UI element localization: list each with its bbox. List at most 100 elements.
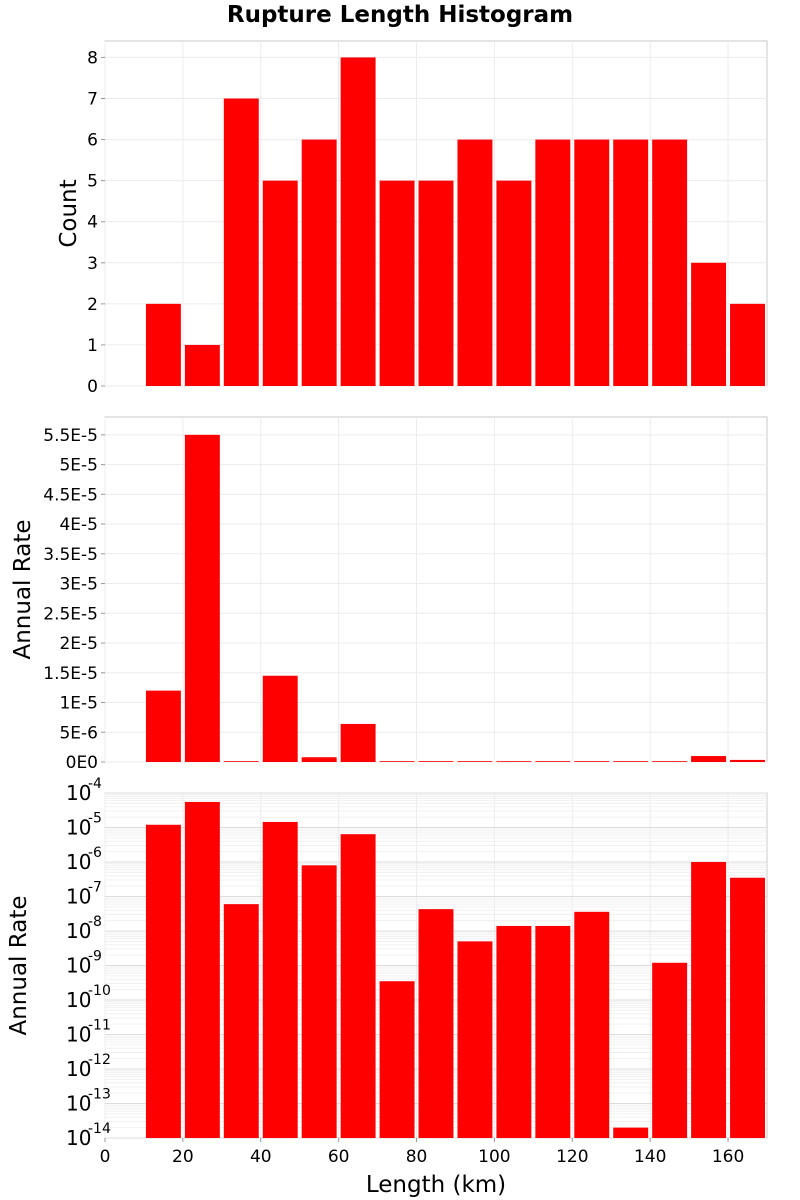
x-tick-label: 80 bbox=[406, 1147, 428, 1167]
bar bbox=[379, 761, 415, 762]
bar bbox=[457, 941, 493, 1138]
y-tick-exponent: -12 bbox=[88, 1052, 111, 1068]
y-tick-label: 10 bbox=[66, 816, 91, 840]
chart-title: Rupture Length Histogram bbox=[226, 2, 574, 28]
bar bbox=[691, 756, 727, 762]
y-tick-label: 10 bbox=[66, 850, 91, 874]
y-tick-label: 10 bbox=[66, 919, 91, 943]
y-tick-label: 2 bbox=[87, 295, 98, 315]
bar bbox=[223, 904, 259, 1138]
y-tick-label: 10 bbox=[66, 1023, 91, 1047]
y-tick-exponent: -14 bbox=[88, 1121, 111, 1137]
bar bbox=[535, 761, 571, 762]
y-axis-label: Annual Rate bbox=[10, 520, 36, 660]
bar bbox=[496, 180, 532, 386]
y-tick-label: 1 bbox=[87, 336, 98, 356]
y-tick-label: 3E-5 bbox=[59, 575, 98, 595]
x-tick-label: 120 bbox=[556, 1147, 588, 1167]
x-tick-label: 100 bbox=[478, 1147, 510, 1167]
x-tick-label: 60 bbox=[328, 1147, 350, 1167]
bar bbox=[379, 981, 415, 1138]
y-tick-label: 10 bbox=[66, 954, 91, 978]
panel-annual-rate-linear: 0E0 5E-6 1E-5 1.5E-5 2E-5 2.5E-5 3E-5 3.5E-5 4E-… bbox=[10, 416, 768, 773]
bar bbox=[340, 723, 376, 762]
y-axis-label: Annual Rate bbox=[6, 896, 32, 1036]
bar bbox=[418, 761, 454, 762]
bar bbox=[652, 761, 688, 762]
bar bbox=[574, 911, 610, 1138]
y-tick-label: 0 bbox=[87, 377, 98, 397]
y-tick-label: 4 bbox=[87, 213, 98, 233]
bar bbox=[184, 344, 220, 386]
bar bbox=[223, 98, 259, 386]
y-tick-exponent: -5 bbox=[88, 811, 102, 827]
y-tick-label: 7 bbox=[87, 90, 98, 110]
bar bbox=[691, 262, 727, 386]
y-tick-label: 6 bbox=[87, 131, 98, 151]
bar bbox=[379, 180, 415, 386]
y-tick-label: 5.5E-5 bbox=[43, 426, 98, 446]
x-tick-label: 40 bbox=[250, 1147, 272, 1167]
y-tick-exponent: -9 bbox=[88, 949, 102, 965]
bar bbox=[301, 757, 337, 762]
bar bbox=[613, 139, 649, 386]
bar bbox=[184, 801, 220, 1138]
y-tick-label: 10 bbox=[66, 1126, 91, 1150]
bar bbox=[613, 761, 649, 762]
y-tick-label: 4.5E-5 bbox=[43, 485, 98, 505]
panel-count: 0 1 2 3 4 5 6 7 8 Count bbox=[56, 40, 768, 397]
bar bbox=[301, 139, 337, 386]
y-tick-exponent: -8 bbox=[88, 914, 102, 930]
y-tick-label: 2E-5 bbox=[59, 634, 98, 654]
y-tick-label: 5E-5 bbox=[59, 456, 98, 476]
y-tick-exponent: -4 bbox=[88, 776, 102, 792]
y-tick-label: 2.5E-5 bbox=[43, 604, 98, 624]
y-tick-label: 3.5E-5 bbox=[43, 545, 98, 565]
bar bbox=[340, 57, 376, 387]
x-tick-label: 20 bbox=[172, 1147, 194, 1167]
y-tick-label: 4E-5 bbox=[59, 515, 98, 535]
y-tick-label: 10 bbox=[66, 1092, 91, 1116]
y-tick-label: 10 bbox=[66, 781, 91, 805]
bar bbox=[652, 962, 688, 1138]
y-tick-label: 0E0 bbox=[66, 753, 98, 773]
y-tick-exponent: -7 bbox=[88, 880, 102, 896]
x-axis-label: Length (km) bbox=[366, 1172, 506, 1198]
y-tick-exponent: -6 bbox=[88, 845, 102, 861]
y-tick-exponent: -10 bbox=[88, 983, 111, 999]
x-tick-label: 0 bbox=[100, 1147, 111, 1167]
y-tick-label: 10 bbox=[66, 988, 91, 1012]
y-axis-label: Count bbox=[56, 179, 82, 247]
bar bbox=[262, 821, 298, 1138]
y-tick-label: 10 bbox=[66, 1057, 91, 1081]
bar bbox=[496, 925, 532, 1138]
y-tick-label: 5E-6 bbox=[59, 723, 98, 743]
x-tick-label: 160 bbox=[712, 1147, 744, 1167]
bar bbox=[457, 761, 493, 762]
bar bbox=[145, 303, 181, 386]
bar bbox=[262, 180, 298, 386]
bar bbox=[730, 759, 765, 762]
y-tick-label: 1E-5 bbox=[59, 694, 98, 714]
y-tick-exponent: -13 bbox=[88, 1087, 111, 1103]
y-tick-label: 5 bbox=[87, 172, 98, 192]
bar bbox=[652, 139, 688, 386]
bar bbox=[145, 690, 181, 762]
bar bbox=[730, 303, 765, 386]
bar bbox=[418, 180, 454, 386]
bar bbox=[223, 761, 259, 762]
y-tick-label: 1.5E-5 bbox=[43, 664, 98, 684]
bar bbox=[574, 139, 610, 386]
bar bbox=[457, 139, 493, 386]
y-tick-label: 10 bbox=[66, 885, 91, 909]
bar bbox=[418, 909, 454, 1138]
bar bbox=[535, 139, 571, 386]
bar bbox=[535, 925, 571, 1138]
bar bbox=[496, 761, 532, 762]
bar bbox=[184, 434, 220, 762]
panel-annual-rate-log: 10-1410-1310-1210-1110-1010-910-810-710-… bbox=[6, 776, 768, 1198]
y-tick-label: 3 bbox=[87, 254, 98, 274]
bar bbox=[340, 834, 376, 1138]
x-tick-label: 140 bbox=[634, 1147, 666, 1167]
